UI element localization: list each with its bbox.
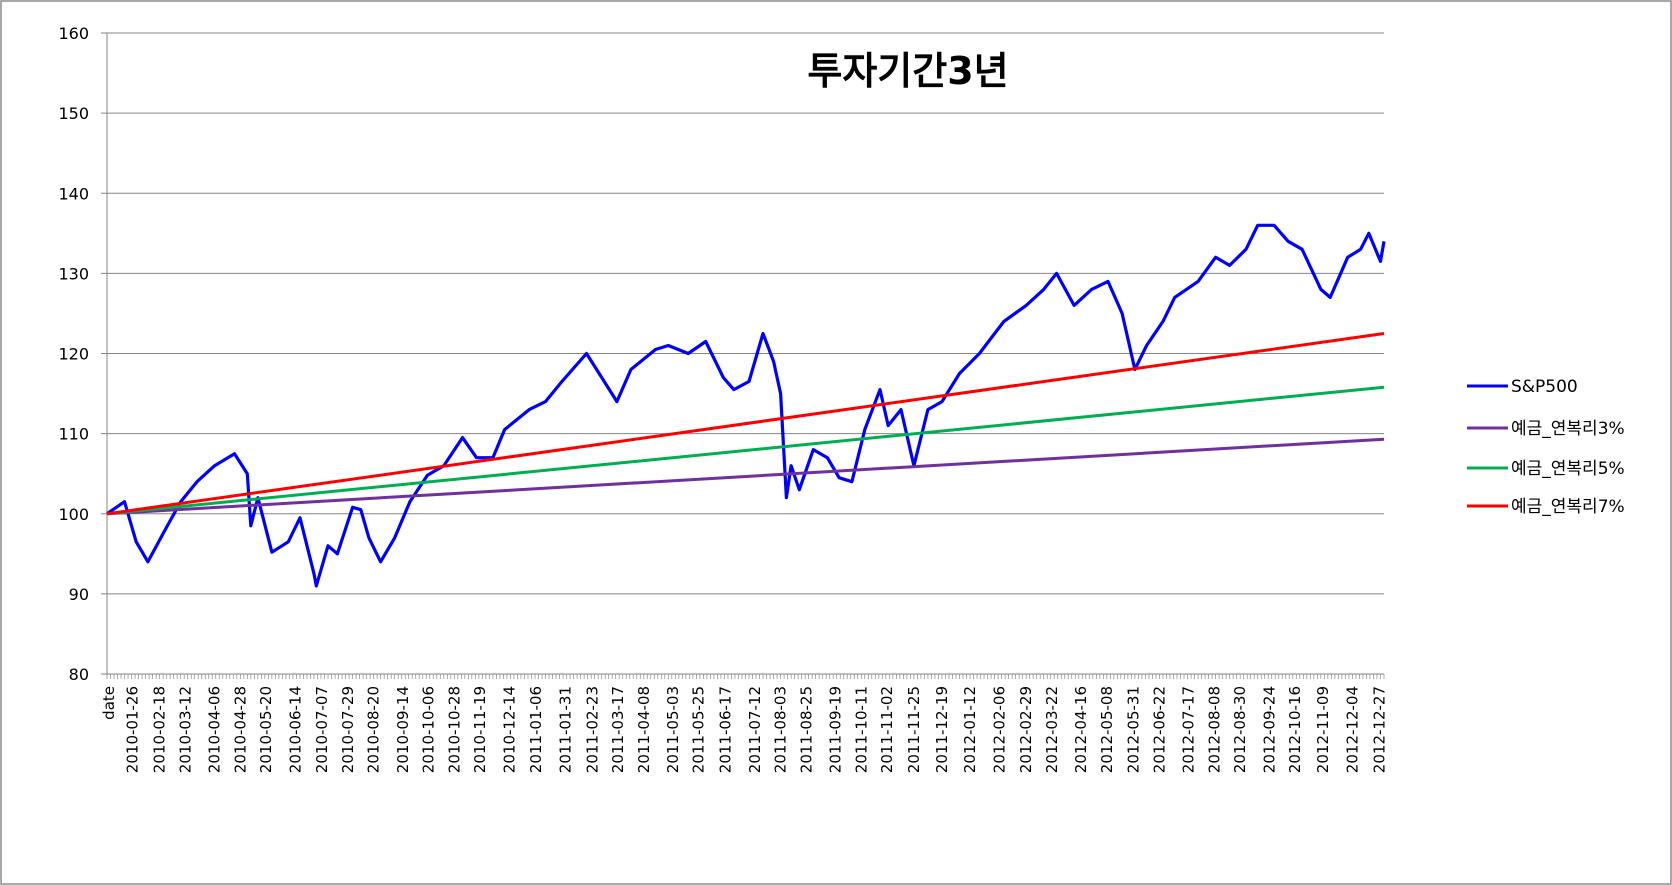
x-tick-label: 2011-05-25 — [690, 686, 708, 773]
y-tick-label: 80 — [69, 665, 89, 684]
x-tick-label: 2011-09-19 — [827, 686, 845, 773]
x-tick-label: 2012-12-27 — [1370, 686, 1388, 773]
series-line-sp500 — [106, 223, 1386, 588]
x-tick-label: 2010-02-18 — [151, 686, 169, 773]
x-tick-label: 2010-10-06 — [420, 686, 438, 773]
x-tick-label: 2010-04-28 — [231, 686, 249, 773]
x-tick-label: 2012-01-12 — [961, 686, 979, 773]
x-tick-label: 2012-05-31 — [1125, 686, 1143, 773]
x-tick-label: 2012-11-09 — [1314, 686, 1332, 773]
x-tick-label: 2012-05-08 — [1098, 686, 1116, 773]
x-tick-label: 2011-04-08 — [635, 686, 653, 773]
x-tick-label: 2010-07-07 — [313, 686, 331, 773]
x-tick-label: 2011-08-03 — [772, 686, 790, 773]
x-tick-label: 2012-08-30 — [1231, 686, 1249, 773]
x-tick-label: 2010-10-28 — [445, 686, 463, 773]
x-tick-label: 2010-08-20 — [365, 686, 383, 773]
series-line-deposit-3 — [106, 332, 1385, 516]
x-tick-label: 2011-11-02 — [878, 686, 896, 773]
x-tick-label: 2011-08-25 — [797, 686, 815, 773]
x-tick-label: 2012-10-16 — [1286, 686, 1304, 773]
x-tick-label: 2010-06-14 — [286, 686, 304, 773]
x-tick-label: 2010-11-19 — [471, 686, 489, 773]
x-tick-label: 2010-07-29 — [339, 686, 357, 773]
y-tick-label: 120 — [58, 345, 89, 364]
legend-label: 예금_연복리5% — [1511, 459, 1625, 479]
x-tick-label: 2011-10-11 — [852, 686, 870, 773]
y-tick-label: 100 — [58, 505, 89, 524]
x-tick-label: 2012-04-16 — [1072, 686, 1090, 773]
x-tick-label: 2012-08-08 — [1205, 686, 1223, 773]
legend-label: 예금_연복리3% — [1511, 419, 1625, 439]
x-tick-label: 2010-12-14 — [500, 686, 518, 773]
x-tick-label: 2011-01-06 — [527, 686, 545, 773]
x-tick-label: 2012-12-04 — [1343, 686, 1361, 773]
x-tick-label: 2010-01-26 — [124, 686, 142, 773]
gridlines — [107, 32, 1384, 595]
x-tick-label: 2011-06-17 — [717, 686, 735, 773]
x-tick-label: 2011-05-03 — [664, 686, 682, 773]
series-line-deposit-2 — [106, 385, 1385, 516]
x-tick-label: 2011-03-17 — [609, 686, 627, 773]
x-tick-label: 2011-07-12 — [746, 686, 764, 773]
x-tick-label: 2010-03-12 — [176, 686, 194, 773]
x-tick-label: date — [100, 686, 118, 720]
x-tick-label: 2012-03-22 — [1043, 686, 1061, 773]
y-tick-label: 160 — [58, 24, 89, 43]
axes: 80 90 100 110 120 130 140 150 160 date 2010-01-26 2… — [58, 24, 1388, 773]
y-tick-label: 130 — [58, 264, 89, 283]
legend-label: S&P500 — [1511, 377, 1578, 397]
y-tick-label: 150 — [58, 104, 89, 123]
legend: S&P500 예금_연복리3% 예금_연복리5% 예금_연복리7% — [1467, 377, 1625, 517]
x-tick-label: 2012-02-06 — [990, 686, 1008, 773]
x-tick-label: 2010-05-20 — [257, 686, 275, 773]
x-tick-label: 2012-09-24 — [1260, 686, 1278, 773]
x-tick-label: 2010-09-14 — [394, 686, 412, 773]
x-tick-label: 2011-12-19 — [933, 686, 951, 773]
y-tick-label: 90 — [69, 585, 89, 604]
x-tick-label: 2011-02-23 — [583, 686, 601, 773]
y-tick-label: 110 — [58, 425, 89, 444]
x-tick-label: 2011-11-25 — [905, 686, 923, 773]
x-tick-label: 2012-02-29 — [1017, 686, 1035, 773]
chart-title: 투자기간3년 — [807, 49, 1008, 93]
x-tick-label: 2010-04-06 — [206, 686, 224, 773]
y-tick-label: 140 — [58, 184, 89, 203]
x-tick-label: 2011-01-31 — [556, 686, 574, 773]
series-lines — [106, 223, 1386, 588]
series-line-deposit-1 — [106, 437, 1385, 516]
x-tick-label: 2012-06-22 — [1150, 686, 1168, 773]
legend-label: 예금_연복리7% — [1511, 497, 1625, 517]
x-tick-label: 2012-07-17 — [1180, 686, 1198, 773]
